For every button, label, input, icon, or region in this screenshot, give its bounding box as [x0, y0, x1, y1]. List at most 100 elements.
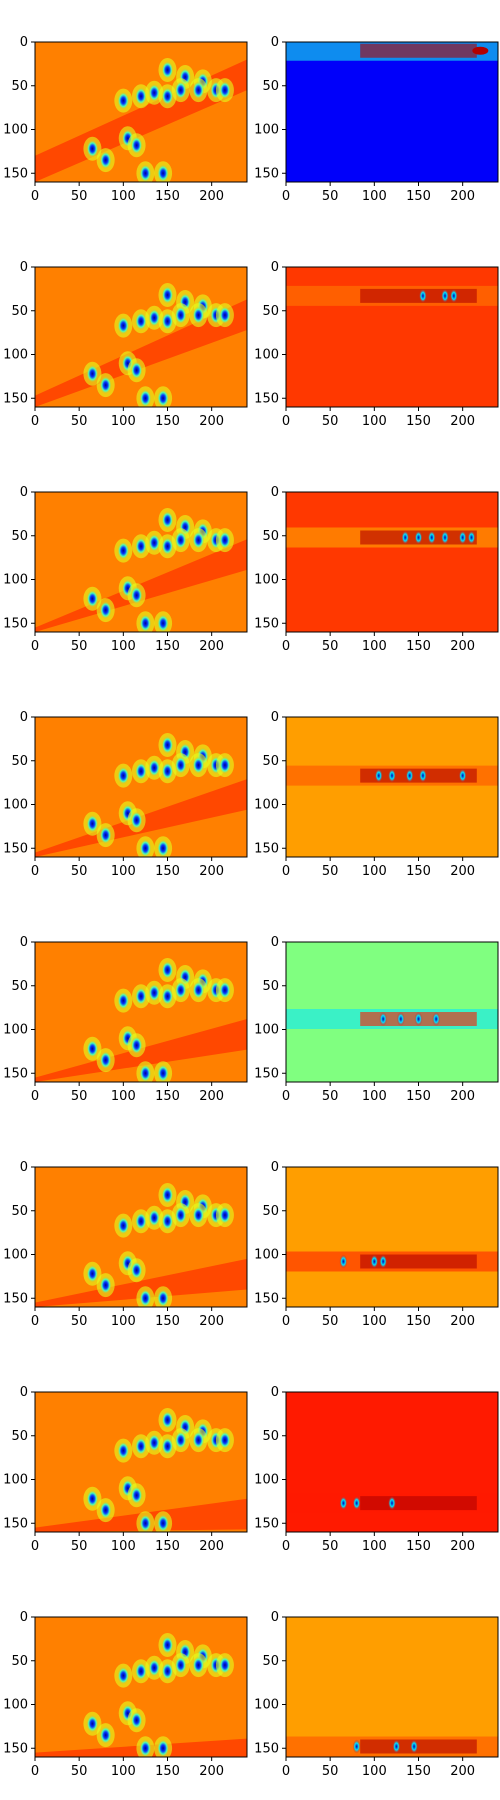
heatmap-hotspot [374, 768, 383, 783]
heatmap-background [35, 1617, 247, 1757]
heatmap-hotspot [339, 1496, 348, 1511]
heatmap-blob [218, 1656, 231, 1675]
left-panel-3-x-tick-label: 100 [111, 639, 136, 654]
right-panel-1-y-tick-label: 50 [262, 79, 279, 94]
heatmap-right-row-6: 0 50 100 150 200 0 50 100 150 [254, 1160, 499, 1329]
heatmap-blob [99, 1051, 112, 1070]
heatmap-right-row-2: 0 50 100 150 200 0 50 100 150 [254, 260, 499, 429]
heatmap-blob [174, 306, 187, 325]
heatmap-blob [139, 614, 152, 632]
heatmap-blob [161, 1411, 174, 1429]
heatmap-blob [161, 61, 174, 79]
left-panel-1-frame [34, 41, 248, 183]
heatmap-blob [130, 1711, 143, 1730]
left-panel-2-frame [34, 266, 248, 408]
left-panel-5-y-tick-label: 50 [11, 979, 28, 994]
right-panel-3-x-tick-label: 0 [282, 639, 290, 654]
right-panel-8-x-tick-label: 100 [362, 1764, 387, 1779]
left-panel-7-y-tick-label: 100 [3, 1473, 28, 1488]
left-panel-1-y-tick-label: 100 [3, 123, 28, 138]
right-panel-5-y-tick-label: 100 [254, 1023, 279, 1038]
right-panel-6-x-tick-label: 0 [282, 1314, 290, 1329]
left-panel-8-x-tick-label: 100 [111, 1764, 136, 1779]
right-panel-8-y-tick-label: 0 [271, 1610, 279, 1625]
heatmap-blob [157, 1064, 170, 1082]
right-panel-2-x-tick-label: 50 [322, 414, 339, 429]
heatmap-blob [135, 312, 147, 331]
heatmap-blob [130, 1036, 143, 1055]
right-panel-7-x-tick-label: 100 [362, 1539, 387, 1554]
heatmap-blob [161, 1212, 174, 1231]
heatmap-blob [218, 1206, 231, 1225]
heatmap-blob [161, 762, 174, 781]
right-panel-7-frame [285, 1391, 499, 1533]
heatmap-blob [130, 136, 143, 155]
heatmap-blob [174, 531, 187, 550]
heatmap-blob [139, 1739, 152, 1757]
heatmap-blob [130, 1261, 143, 1280]
heatmap-blob [218, 756, 231, 775]
left-panel-4-x-tick-label: 200 [199, 864, 224, 879]
heatmap-blob [130, 1486, 143, 1505]
right-panel-7-y-tick-label: 100 [254, 1473, 279, 1488]
heatmap-background [286, 1167, 498, 1307]
right-panel-1-x-tick-label: 50 [322, 189, 339, 204]
left-panel-7-x-tick-label: 200 [199, 1539, 224, 1554]
right-panel-8-y-tick-label: 150 [254, 1741, 279, 1756]
heatmap-band-core [360, 1739, 477, 1754]
left-panel-5-x-tick-label: 0 [31, 1089, 39, 1104]
left-panel-3-y-tick-label: 150 [3, 616, 28, 631]
right-panel-1-y-tick-label: 100 [254, 123, 279, 138]
right-panel-4-x-tick-label: 50 [322, 864, 339, 879]
heatmap-blob [86, 1039, 99, 1058]
heatmap-blob [161, 87, 174, 106]
heatmap-blob [135, 1437, 147, 1456]
heatmap-blob [86, 1714, 99, 1733]
left-panel-8-x-tick-label: 0 [31, 1764, 39, 1779]
right-panel-2-y-tick-label: 0 [271, 260, 279, 275]
left-panel-6-y-tick-label: 50 [11, 1204, 28, 1219]
heatmap-blob [174, 1206, 187, 1225]
heatmap-left-row-7: 0 50 100 150 200 0 50 100 150 [3, 1385, 248, 1554]
left-panel-5-x-tick-label: 100 [111, 1089, 136, 1104]
right-panel-4-y-tick-label: 150 [254, 841, 279, 856]
right-panel-5-y-tick-label: 50 [262, 979, 279, 994]
left-panel-6-x-tick-label: 50 [71, 1314, 88, 1329]
left-panel-1-x-tick-label: 200 [199, 189, 224, 204]
heatmap-hotspot [449, 288, 458, 303]
left-panel-1-x-tick-label: 150 [155, 189, 180, 204]
heatmap-blob [161, 1437, 174, 1456]
heatmap-blob [139, 1514, 152, 1532]
left-panel-7-frame [34, 1391, 248, 1533]
left-panel-4-x-tick-label: 150 [155, 864, 180, 879]
heatmap-hotspot [401, 530, 410, 545]
right-panel-4-x-tick-label: 150 [406, 864, 431, 879]
right-panel-5-x-tick-label: 50 [322, 1089, 339, 1104]
heatmap-blob [139, 1289, 152, 1307]
heatmap-blob [174, 81, 187, 100]
heatmap-blob [148, 308, 161, 327]
heatmap-blob [99, 1726, 112, 1745]
heatmap-right-row-3: 0 50 100 150 200 0 50 100 150 [254, 485, 499, 654]
left-panel-6-frame [34, 1166, 248, 1308]
left-panel-1-x-tick-label: 100 [111, 189, 136, 204]
right-panel-3-y-tick-label: 150 [254, 616, 279, 631]
left-panel-8-y-tick-label: 50 [11, 1654, 28, 1669]
heatmap-blob [86, 1264, 99, 1283]
right-panel-6-x-tick-label: 200 [450, 1314, 475, 1329]
heatmap-blob [86, 1489, 99, 1508]
heatmap-blob [117, 1666, 130, 1685]
left-panel-6-y-tick-label: 0 [20, 1160, 28, 1175]
right-panel-5-y-tick-label: 150 [254, 1066, 279, 1081]
left-panel-8-x-tick-label: 200 [199, 1764, 224, 1779]
heatmap-blob [117, 316, 130, 335]
left-panel-3-x-tick-label: 150 [155, 639, 180, 654]
heatmap-blob [218, 1431, 231, 1450]
heatmap-band-core [360, 43, 477, 58]
right-panel-2-x-tick-label: 150 [406, 414, 431, 429]
heatmap-blob [161, 987, 174, 1006]
right-panel-6-y-tick-label: 100 [254, 1248, 279, 1263]
left-panel-5-x-tick-label: 50 [71, 1089, 88, 1104]
right-panel-7-x-tick-label: 0 [282, 1539, 290, 1554]
heatmap-blob [130, 361, 143, 380]
